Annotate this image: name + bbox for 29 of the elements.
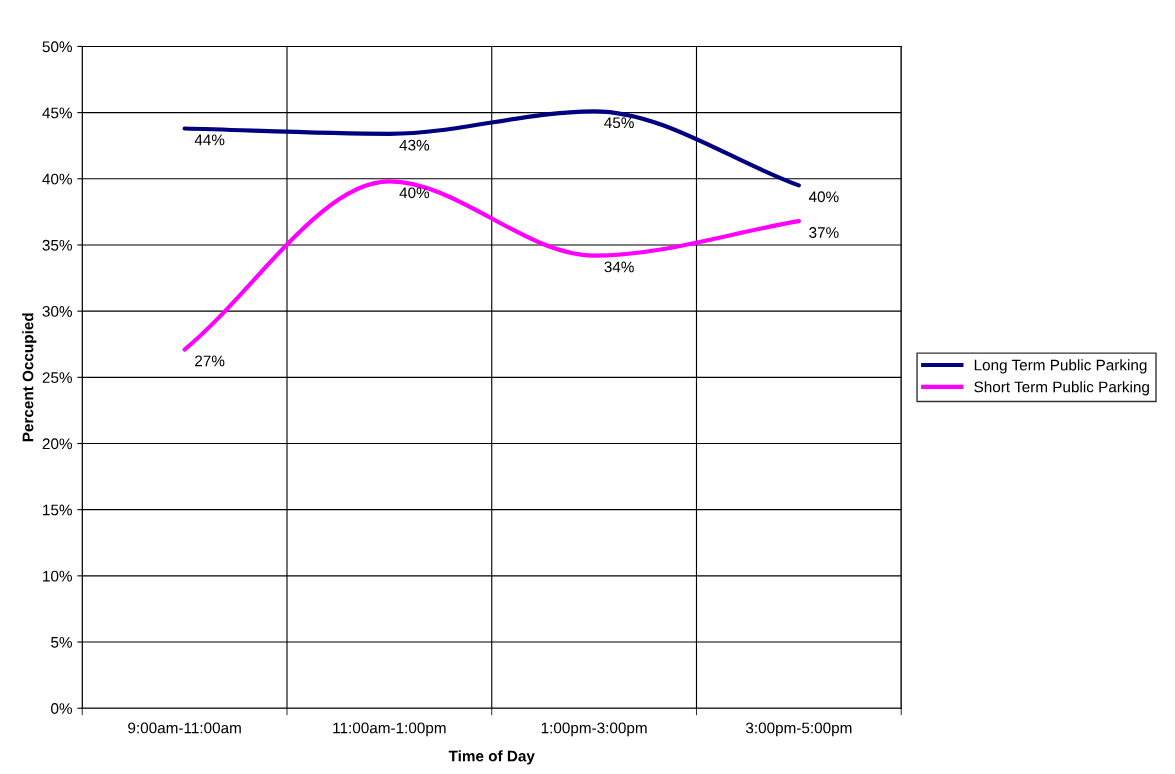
y-tick-label: 5% <box>51 636 72 648</box>
y-tick-label: 30% <box>42 306 72 317</box>
data-label: 27% <box>195 355 225 367</box>
data-label: 34% <box>604 261 634 273</box>
legend-label: Short Term Public Parking <box>974 381 1149 396</box>
x-tick-label: 1:00pm-3:00pm <box>541 722 647 737</box>
y-tick-label: 40% <box>42 173 72 185</box>
y-axis-title: Percent Occupied <box>22 313 37 442</box>
data-label: 44% <box>194 134 225 146</box>
y-tick-label: 0% <box>51 703 72 714</box>
x-tick-label: 9:00am-11:00am <box>128 722 241 734</box>
x-tick-label: 3:00pm-5:00pm <box>745 722 852 737</box>
data-label: 37% <box>809 227 839 238</box>
x-axis-title: Time of Day <box>448 750 535 765</box>
y-tick-label: 20% <box>42 438 72 450</box>
line-series <box>182 179 801 352</box>
y-tick-label: 25% <box>42 372 72 384</box>
data-label: 40% <box>808 191 839 203</box>
data-label: 40% <box>399 187 430 199</box>
y-tick-label: 35% <box>42 239 72 251</box>
legend-label: Long Term Public Parking <box>974 359 1147 374</box>
data-label: 45% <box>604 117 634 129</box>
y-tick-label: 15% <box>43 504 72 516</box>
data-label: 43% <box>399 139 430 151</box>
y-tick-label: 50% <box>42 41 72 53</box>
line-series <box>182 109 801 188</box>
y-tick-label: 10% <box>43 570 72 582</box>
x-tick-label: 11:00am-1:00pm <box>333 722 446 737</box>
y-tick-label: 45% <box>42 107 72 119</box>
